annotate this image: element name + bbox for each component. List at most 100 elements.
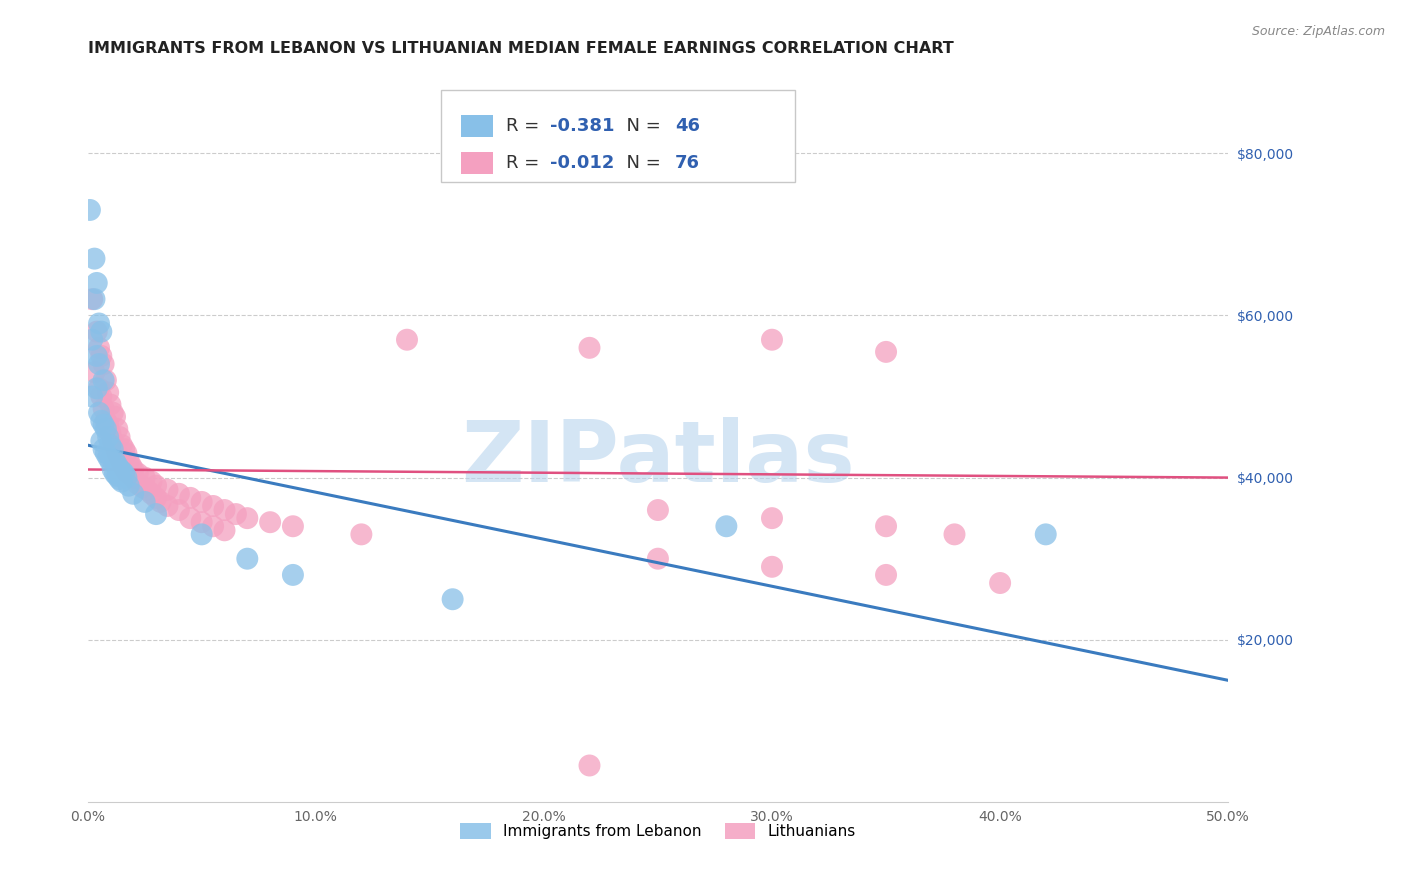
Point — [100, 425, 122, 440]
Point — [127, 467, 149, 481]
Point — [111, 475, 134, 489]
Point — [134, 495, 156, 509]
Point — [395, 333, 418, 347]
Point — [93, 401, 115, 416]
Point — [190, 495, 212, 509]
Point — [141, 487, 163, 501]
Point — [101, 442, 124, 457]
Point — [87, 341, 110, 355]
Point — [100, 454, 122, 468]
Text: N =: N = — [614, 117, 666, 135]
Point — [101, 406, 124, 420]
FancyBboxPatch shape — [441, 90, 794, 182]
Point — [87, 381, 110, 395]
Point — [83, 252, 105, 266]
Point — [122, 470, 145, 484]
Point — [190, 515, 212, 529]
Point — [111, 438, 134, 452]
Point — [93, 442, 115, 457]
Point — [97, 450, 120, 465]
Point — [86, 381, 108, 395]
Point — [145, 479, 167, 493]
Point — [202, 499, 225, 513]
Point — [127, 477, 149, 491]
Point — [105, 469, 128, 483]
Point — [202, 519, 225, 533]
Point — [120, 458, 142, 473]
Point — [115, 470, 138, 484]
Point — [875, 519, 897, 533]
Point — [578, 341, 600, 355]
Point — [90, 434, 112, 449]
Point — [145, 491, 167, 505]
Text: -0.012: -0.012 — [550, 153, 614, 172]
Point — [112, 461, 135, 475]
Point — [156, 499, 179, 513]
Point — [716, 519, 738, 533]
Point — [97, 417, 120, 432]
Point — [875, 344, 897, 359]
Point — [87, 317, 110, 331]
Point — [108, 462, 131, 476]
Point — [647, 503, 669, 517]
Text: R =: R = — [506, 153, 546, 172]
Point — [1035, 527, 1057, 541]
Point — [131, 480, 153, 494]
Point — [105, 458, 128, 473]
Point — [214, 524, 236, 538]
Point — [86, 349, 108, 363]
Point — [105, 422, 128, 436]
Point — [101, 434, 124, 449]
Point — [190, 527, 212, 541]
Point — [86, 276, 108, 290]
Point — [236, 511, 259, 525]
Point — [111, 456, 134, 470]
Point — [156, 483, 179, 497]
Point — [134, 470, 156, 484]
Point — [281, 519, 304, 533]
Point — [112, 467, 135, 481]
Point — [647, 551, 669, 566]
Point — [761, 333, 783, 347]
Point — [94, 446, 117, 460]
Point — [104, 467, 127, 481]
Point — [94, 414, 117, 428]
Point — [167, 503, 190, 517]
Point — [108, 472, 131, 486]
Point — [94, 373, 117, 387]
Point — [87, 357, 110, 371]
Point — [93, 373, 115, 387]
Point — [86, 325, 108, 339]
Point — [761, 559, 783, 574]
Point — [943, 527, 966, 541]
Point — [82, 333, 104, 347]
Text: N =: N = — [614, 153, 666, 172]
Point — [118, 454, 141, 468]
Point — [179, 511, 201, 525]
Point — [115, 464, 138, 478]
Point — [101, 462, 124, 476]
Point — [350, 527, 373, 541]
Point — [100, 398, 122, 412]
Point — [105, 446, 128, 460]
Point — [87, 406, 110, 420]
Point — [100, 438, 122, 452]
Point — [83, 292, 105, 306]
Text: Source: ZipAtlas.com: Source: ZipAtlas.com — [1251, 25, 1385, 38]
Text: IMMIGRANTS FROM LEBANON VS LITHUANIAN MEDIAN FEMALE EARNINGS CORRELATION CHART: IMMIGRANTS FROM LEBANON VS LITHUANIAN ME… — [87, 41, 953, 55]
Point — [122, 462, 145, 476]
Point — [108, 430, 131, 444]
Point — [111, 464, 134, 478]
Point — [79, 202, 101, 217]
Legend: Immigrants from Lebanon, Lithuanians: Immigrants from Lebanon, Lithuanians — [454, 817, 862, 846]
Point — [145, 507, 167, 521]
Point — [90, 414, 112, 428]
Point — [97, 430, 120, 444]
Point — [136, 483, 159, 497]
Point — [93, 357, 115, 371]
Point — [104, 440, 127, 454]
Point — [104, 454, 127, 468]
Point — [214, 503, 236, 517]
Point — [118, 467, 141, 481]
Text: 46: 46 — [675, 117, 700, 135]
